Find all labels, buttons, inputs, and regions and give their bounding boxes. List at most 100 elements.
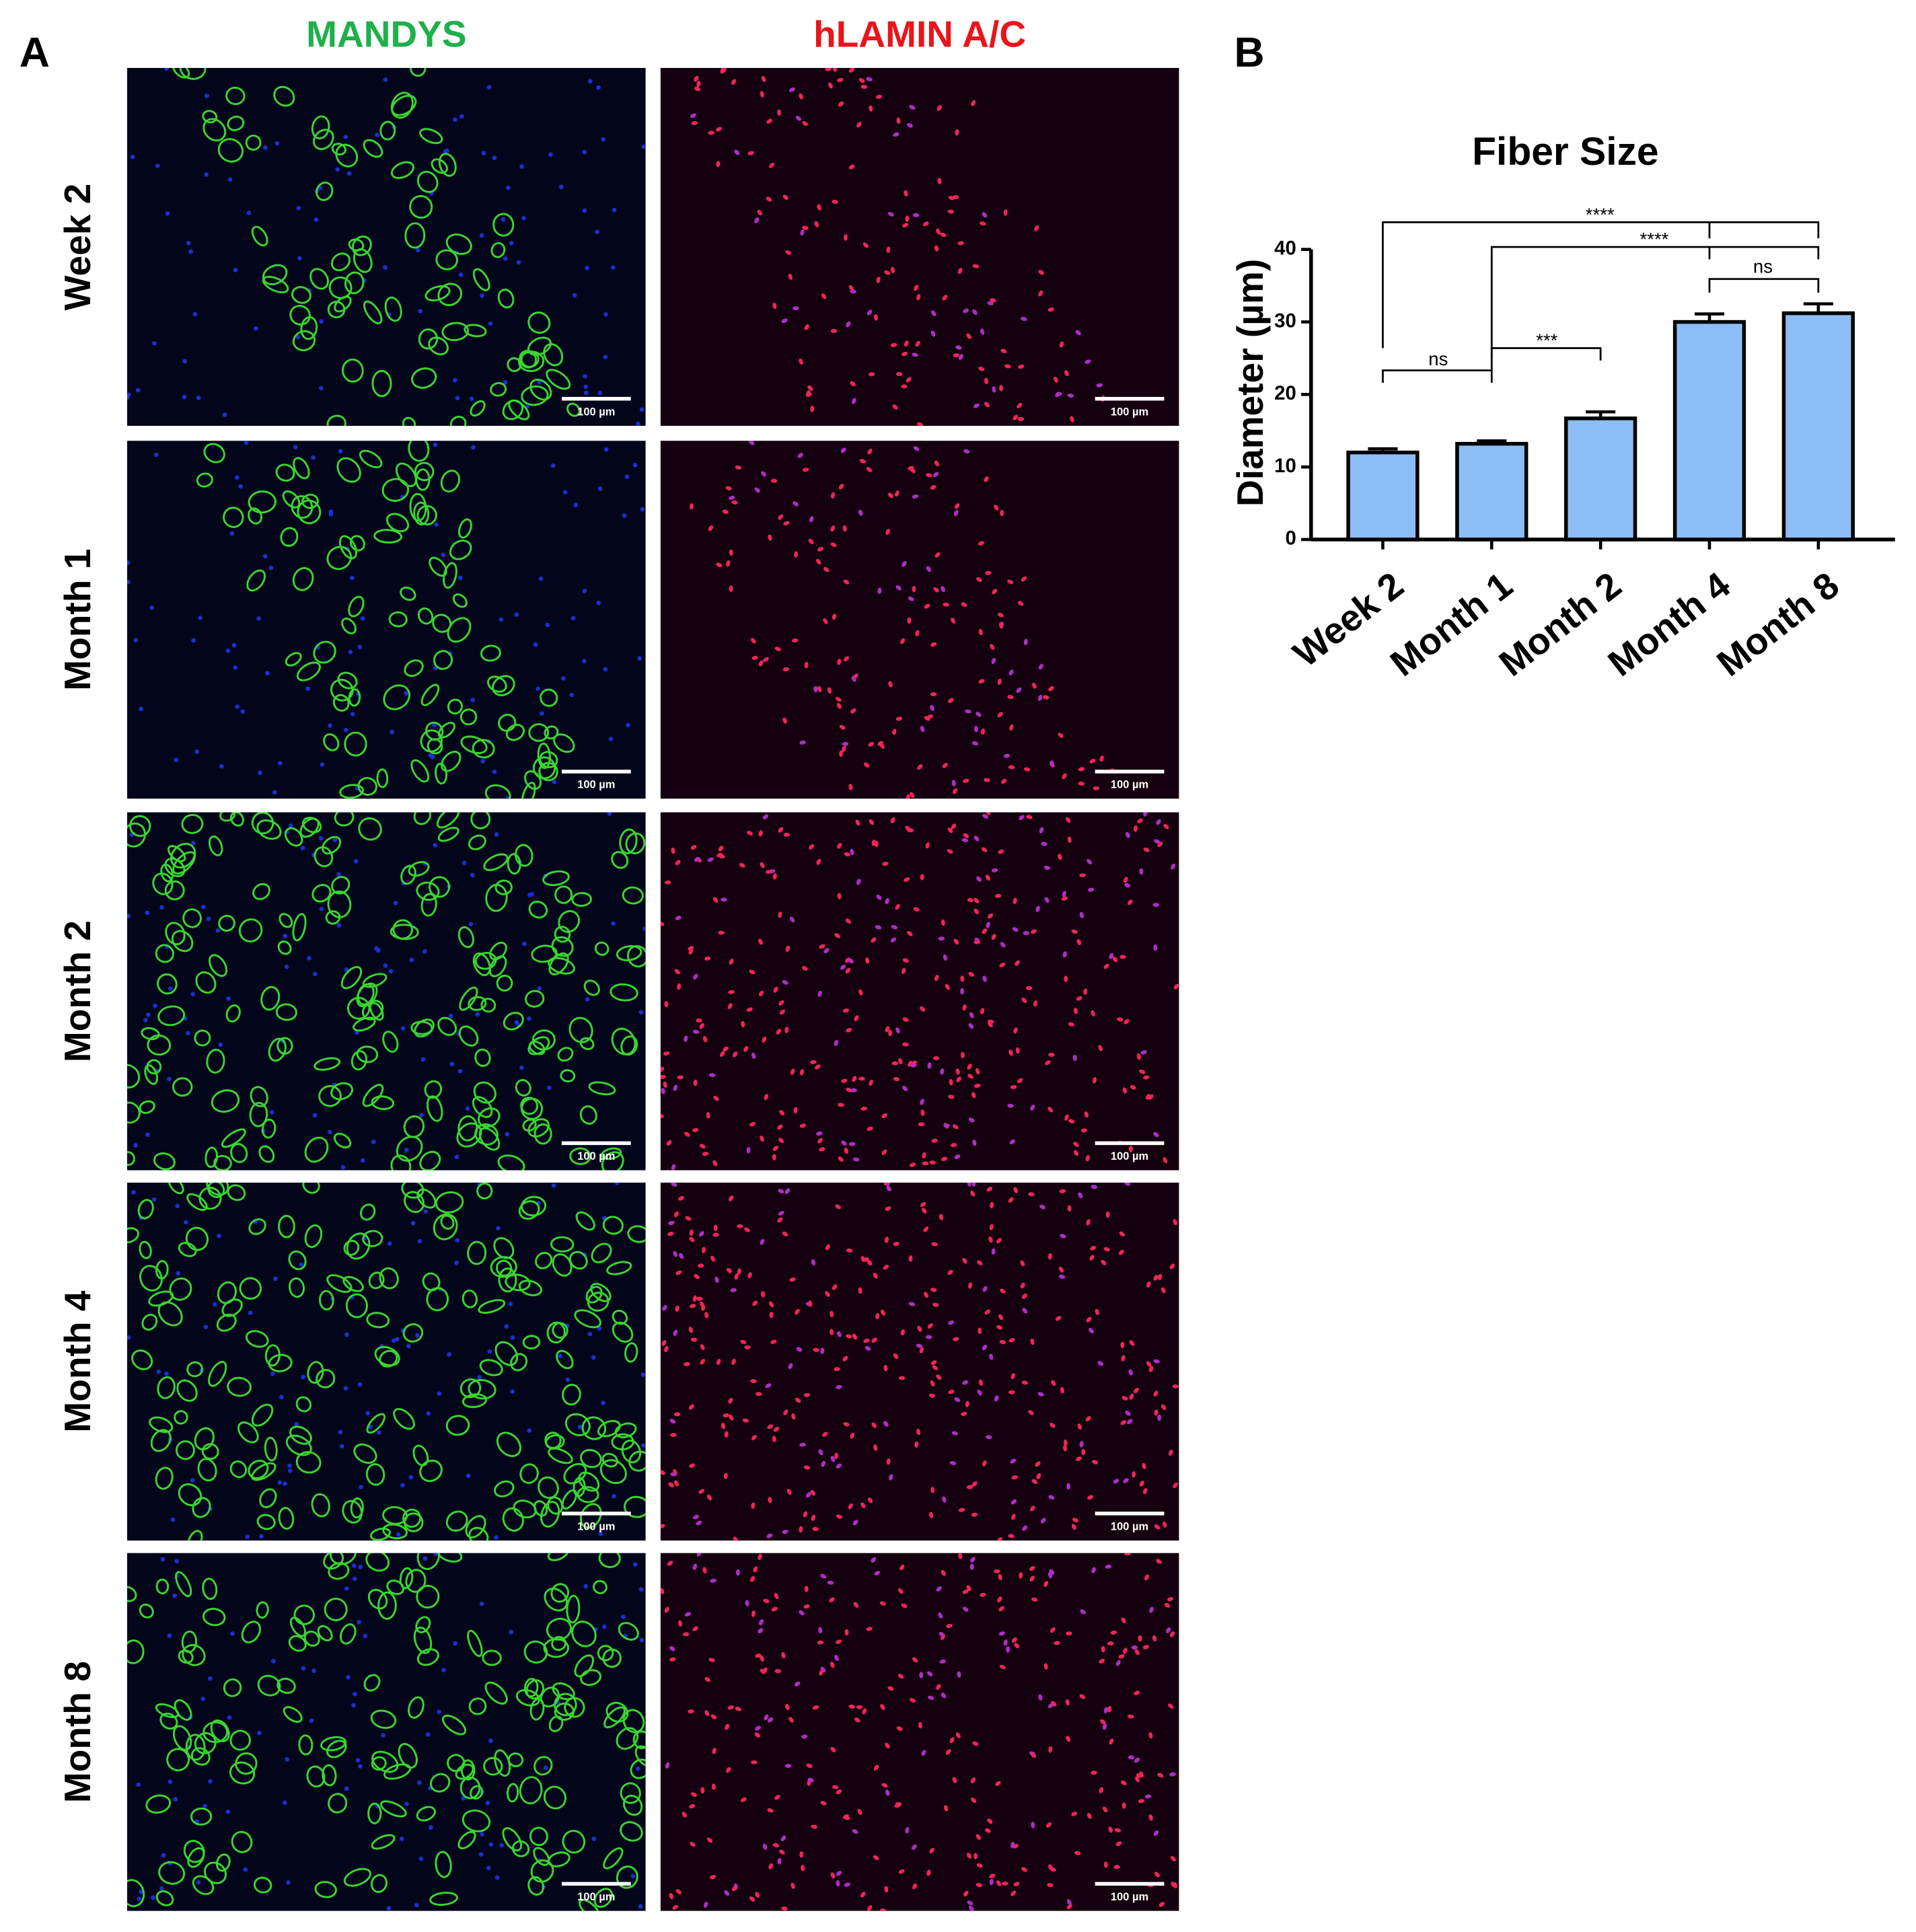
nucleus: [127, 579, 131, 585]
nucleus: [819, 1147, 825, 1152]
nucleus: [696, 1018, 702, 1023]
nucleus: [926, 1869, 931, 1876]
nucleus: [848, 1704, 855, 1709]
nucleus: [1101, 1645, 1105, 1653]
fiber: [433, 1213, 458, 1240]
fiber: [306, 1765, 326, 1788]
nucleus: [1008, 1197, 1014, 1203]
nucleus: [499, 617, 504, 622]
nucleus: [481, 151, 486, 155]
nucleus: [803, 1511, 808, 1518]
fiber: [427, 738, 443, 755]
nucleus: [760, 1136, 764, 1142]
fiber: [410, 67, 427, 77]
nucleus: [404, 1148, 409, 1152]
nucleus: [422, 949, 427, 954]
fiber: [601, 1151, 624, 1171]
nucleus: [1044, 897, 1049, 903]
fiber: [278, 1214, 295, 1238]
fiber: [550, 1236, 575, 1253]
nucleus: [406, 1343, 411, 1349]
nucleus: [1008, 1049, 1013, 1056]
nucleus: [675, 916, 681, 920]
fiber: [139, 1265, 163, 1292]
nucleus: [494, 1535, 499, 1540]
nucleus: [940, 232, 947, 237]
fiber: [369, 1002, 384, 1021]
fiber: [291, 495, 314, 519]
nucleus: [916, 1343, 923, 1348]
nucleus: [949, 1079, 953, 1086]
fiber: [562, 1830, 586, 1854]
nucleus: [893, 132, 899, 137]
nucleus: [1091, 1185, 1098, 1189]
fiber: [357, 777, 377, 796]
nucleus: [1125, 1410, 1131, 1416]
fiber: [366, 1312, 390, 1329]
nucleus: [909, 1698, 916, 1703]
nucleus: [660, 1113, 664, 1119]
nucleus: [752, 1300, 758, 1306]
nucleus: [1142, 1488, 1148, 1495]
nucleus: [786, 1489, 792, 1495]
fiber: [278, 1507, 295, 1530]
nucleus: [774, 1795, 780, 1800]
nucleus: [453, 377, 457, 383]
nucleus: [998, 849, 1004, 854]
nucleus: [259, 1534, 264, 1539]
y-tick-label: 40: [1274, 237, 1296, 260]
fiber: [182, 1644, 206, 1666]
nucleus: [429, 1825, 433, 1830]
nucleus: [660, 1067, 665, 1072]
fiber: [365, 1553, 390, 1572]
nucleus: [751, 655, 758, 660]
nucleus: [840, 447, 846, 453]
fiber: [333, 1132, 352, 1149]
nucleus: [173, 1797, 178, 1801]
nucleus: [968, 971, 975, 977]
nucleus: [1030, 1105, 1035, 1111]
nucleus: [766, 196, 772, 202]
nucleus: [874, 840, 879, 848]
nucleus: [1076, 939, 1082, 946]
nucleus: [582, 149, 587, 155]
nucleus: [601, 1624, 607, 1629]
nucleus: [662, 1305, 667, 1311]
nucleus: [837, 893, 842, 899]
nucleus: [371, 1140, 376, 1144]
fiber: [543, 343, 564, 367]
nucleus: [917, 422, 924, 426]
nucleus: [1105, 1211, 1110, 1218]
nucleus: [947, 849, 953, 854]
nucleus: [836, 1514, 843, 1519]
fiber: [343, 1867, 371, 1887]
fiber: [303, 1630, 320, 1647]
nucleus: [1171, 1882, 1176, 1888]
nucleus: [793, 306, 799, 311]
nucleus: [222, 412, 227, 417]
nucleus: [711, 1783, 716, 1790]
nucleus: [441, 1668, 446, 1672]
nucleus: [789, 916, 795, 922]
nucleus: [694, 75, 699, 82]
nucleus: [611, 265, 616, 270]
nucleus: [905, 825, 911, 831]
nucleus: [920, 1109, 925, 1116]
nucleus: [690, 1841, 696, 1847]
nucleus: [807, 1777, 814, 1783]
fiber: [279, 913, 293, 928]
nucleus: [404, 691, 409, 696]
nucleus: [1010, 1499, 1017, 1505]
nucleus: [850, 1088, 857, 1092]
nucleus: [1067, 1205, 1072, 1212]
nucleus: [1085, 1155, 1090, 1162]
nucleus: [1047, 1253, 1052, 1260]
nucleus: [1166, 1627, 1171, 1633]
nucleus: [836, 697, 842, 702]
fiber: [331, 143, 346, 156]
nucleus: [293, 445, 298, 449]
nucleus: [934, 975, 939, 981]
nucleus: [980, 1592, 986, 1597]
nucleus: [721, 67, 727, 73]
nucleus: [978, 1327, 982, 1335]
